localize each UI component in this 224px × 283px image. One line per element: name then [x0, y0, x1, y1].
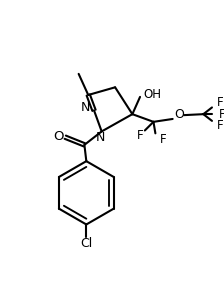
Text: F: F	[217, 119, 223, 132]
Text: F: F	[217, 96, 223, 109]
Text: O: O	[174, 108, 184, 121]
Text: F: F	[137, 129, 143, 142]
Text: Cl: Cl	[80, 237, 93, 250]
Text: F: F	[219, 108, 224, 121]
Text: O: O	[53, 130, 64, 143]
Text: OH: OH	[144, 87, 162, 100]
Text: N: N	[81, 101, 90, 114]
Text: N: N	[96, 131, 106, 144]
Text: F: F	[160, 133, 166, 145]
